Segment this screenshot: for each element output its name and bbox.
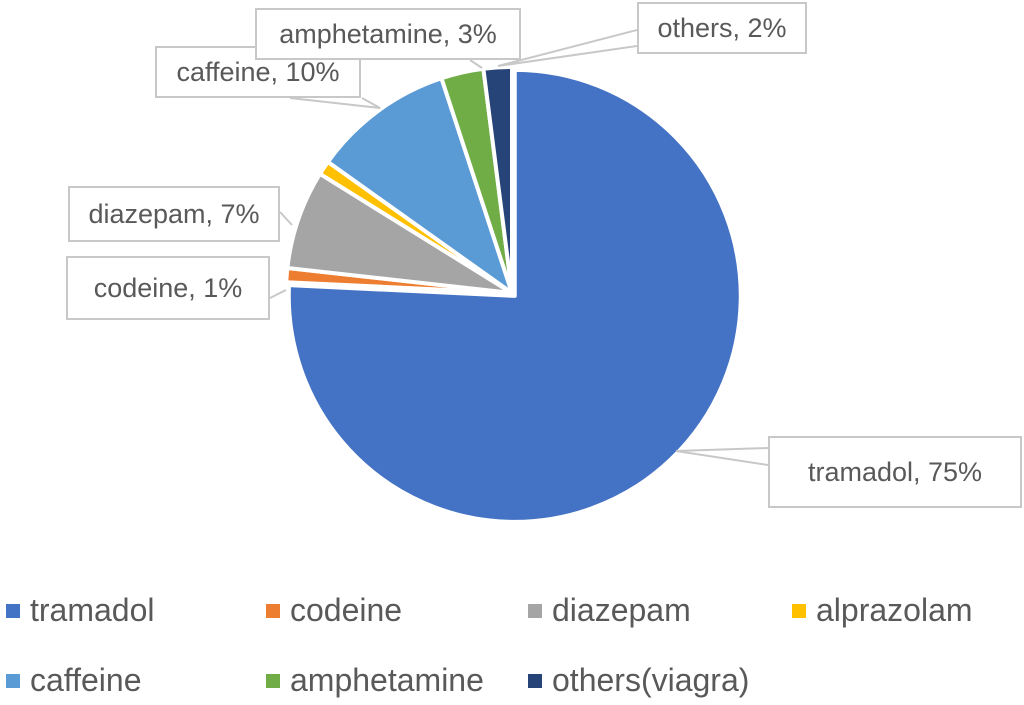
legend-label: diazepam [552,592,691,628]
pie-slices [284,65,743,524]
leader-line [289,97,381,109]
legend-swatch-icon [528,673,542,688]
leader-lines [269,29,769,466]
data-label-amphetamine: amphetamine, 3% [255,8,521,60]
legend-item-amphetamine: amphetamine [266,662,484,699]
legend-item-others: others(viagra) [528,662,749,699]
legend-label: alprazolam [816,592,973,628]
data-label-tramadol: tramadol, 75% [768,436,1022,508]
legend-item-caffeine: caffeine [6,662,142,699]
legend-swatch-icon [6,603,20,618]
leader-line [497,29,638,67]
legend-swatch-icon [266,673,280,688]
pie-slice-others [481,65,514,295]
leader-line [675,447,769,466]
legend-item-codeine: codeine [266,592,402,629]
data-label-diazepam: diazepam, 7% [68,186,280,242]
legend-label: others(viagra) [552,662,750,698]
leader-line [279,211,293,226]
legend-item-diazepam: diazepam [528,592,691,629]
legend-swatch-icon [6,673,20,688]
data-label-others: others, 2% [637,2,807,54]
data-label-codeine: codeine, 1% [66,256,270,320]
legend-label: amphetamine [290,662,484,698]
pie-slice-tramadol [286,67,743,524]
legend-label: tramadol [30,592,155,628]
leader-line [469,59,483,69]
legend-item-alprazolam: alprazolam [792,592,973,629]
legend-swatch-icon [266,603,280,618]
legend-label: caffeine [30,662,142,698]
legend-item-tramadol: tramadol [6,592,155,629]
legend-label: codeine [290,592,403,628]
legend-swatch-icon [528,603,542,618]
pie-slice-caffeine [325,76,514,295]
leader-line [269,289,287,299]
legend-swatch-icon [792,603,806,618]
